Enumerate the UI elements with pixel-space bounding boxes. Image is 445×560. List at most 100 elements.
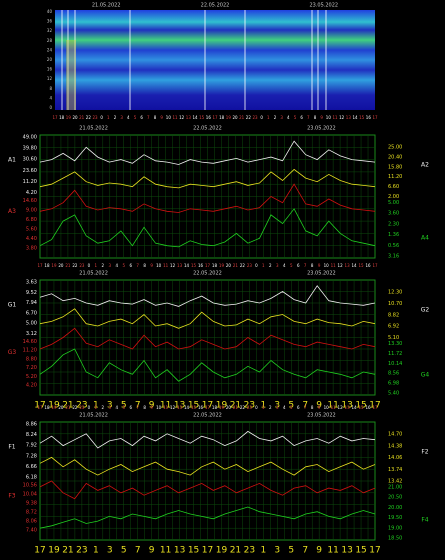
- scale-label: 5.10: [388, 335, 399, 341]
- date-label: 23.05.2022: [307, 413, 336, 419]
- hour-label: 22: [72, 405, 78, 410]
- hour-label: 11: [331, 263, 337, 268]
- hour-label: 15: [191, 405, 197, 410]
- hour-label: 14: [352, 263, 358, 268]
- date-label: 22.05.2022: [201, 3, 230, 9]
- hour-label: 16: [365, 263, 371, 268]
- spectrogram-stripes: [61, 10, 327, 110]
- hour-label: 21: [233, 263, 239, 268]
- hour-label: 16: [206, 115, 212, 120]
- scale-label: 9.00: [26, 208, 37, 214]
- hour-label: 7: [136, 405, 139, 410]
- scale-label: 19.00: [388, 525, 402, 531]
- hour-label: 22: [72, 263, 78, 268]
- scale-label: 8.82: [388, 312, 399, 318]
- scale-label: 3.16: [388, 254, 399, 260]
- hour-big-label: 17: [369, 401, 380, 411]
- scale-label: 11.72: [388, 351, 402, 357]
- scale-label: 2.00: [388, 194, 399, 200]
- hour-label: 19: [51, 263, 57, 268]
- hour-label: 18: [44, 263, 50, 268]
- hour-big-label: 1: [260, 546, 266, 556]
- hour-label: 10: [156, 263, 162, 268]
- hour-label: 3: [276, 263, 279, 268]
- hour-label: 0: [255, 405, 258, 410]
- hour-big-label: 9: [316, 401, 322, 411]
- spectrogram-hotspot: [66, 40, 76, 110]
- hour-label: 13: [345, 405, 351, 410]
- scale-label: 18.50: [388, 536, 402, 542]
- hour-label: 18: [212, 263, 218, 268]
- side-name: G1: [8, 302, 17, 309]
- hour-label: 2: [269, 405, 272, 410]
- date-label: 22.05.2022: [193, 126, 222, 132]
- spec-y-label: 0: [49, 105, 52, 110]
- side-name: G4: [421, 372, 430, 379]
- hour-label: 21: [65, 263, 71, 268]
- hour-label: 15: [358, 405, 364, 410]
- hour-label: 12: [339, 115, 345, 120]
- hour-big-label: 21: [230, 546, 241, 556]
- scale-label: 5.00: [388, 200, 399, 206]
- trace: [39, 506, 376, 529]
- spec-y-label: 28: [47, 38, 53, 43]
- scale-label: 49.00: [23, 135, 37, 141]
- hour-label: 15: [359, 115, 365, 120]
- scale-label: 14.60: [23, 198, 37, 204]
- scale-label: 2.30: [388, 221, 399, 227]
- hour-label: 11: [331, 405, 337, 410]
- hour-label: 4: [283, 263, 286, 268]
- hour-label: 7: [304, 263, 307, 268]
- scale-label: 0.56: [388, 243, 399, 249]
- hour-label: 4: [283, 405, 286, 410]
- hour-big-label: 17: [34, 401, 45, 411]
- scale-label: 7.28: [26, 453, 37, 459]
- hour-label: 15: [191, 263, 197, 268]
- hour-label: 1: [267, 115, 270, 120]
- trace: [39, 327, 376, 350]
- side-name: A2: [421, 162, 429, 169]
- hour-label: 17: [205, 263, 211, 268]
- hour-big-label: 7: [135, 401, 141, 411]
- hour-label: 19: [219, 263, 225, 268]
- scale-label: 7.20: [26, 365, 37, 371]
- hour-label: 3: [276, 405, 279, 410]
- side-name: A1: [8, 157, 16, 164]
- hour-label: 17: [212, 115, 218, 120]
- scale-label: 11.20: [23, 179, 37, 185]
- hour-label: 4: [287, 115, 290, 120]
- hour-big-label: 11: [327, 546, 338, 556]
- hour-big-label: 11: [327, 401, 338, 411]
- hour-big-label: 23: [244, 401, 255, 411]
- hour-label: 5: [122, 405, 125, 410]
- hour-label: 6: [300, 115, 303, 120]
- hour-big-label: 9: [149, 546, 155, 556]
- hour-label: 0: [260, 115, 263, 120]
- hour-label: 17: [52, 115, 58, 120]
- hour-big-label: 5: [121, 401, 127, 411]
- scale-label: 7.92: [26, 443, 37, 449]
- spectrogram: [55, 10, 375, 110]
- scale-label: 6.80: [26, 217, 37, 223]
- scale-label: 11.20: [23, 348, 37, 354]
- scale-label: 5.40: [388, 391, 399, 397]
- hour-label: 11: [163, 263, 169, 268]
- hour-label: 8: [311, 405, 314, 410]
- hour-big-label: 1: [260, 401, 266, 411]
- hour-label: 17: [37, 263, 43, 268]
- hour-label: 10: [156, 405, 162, 410]
- hour-label: 17: [37, 405, 43, 410]
- scale-label: 39.80: [23, 146, 37, 152]
- scale-label: 8.72: [26, 510, 37, 516]
- hour-label: 3: [120, 115, 123, 120]
- hour-label: 23: [92, 115, 98, 120]
- spec-y-label: 20: [47, 57, 53, 62]
- hour-big-label: 15: [188, 401, 199, 411]
- hour-big-label: 13: [174, 546, 185, 556]
- hour-label: 1: [95, 405, 98, 410]
- hour-big-label: 5: [121, 546, 127, 556]
- hour-label: 16: [198, 405, 204, 410]
- hour-label: 5: [122, 263, 125, 268]
- hour-label: 13: [186, 115, 192, 120]
- hour-label: 18: [219, 115, 225, 120]
